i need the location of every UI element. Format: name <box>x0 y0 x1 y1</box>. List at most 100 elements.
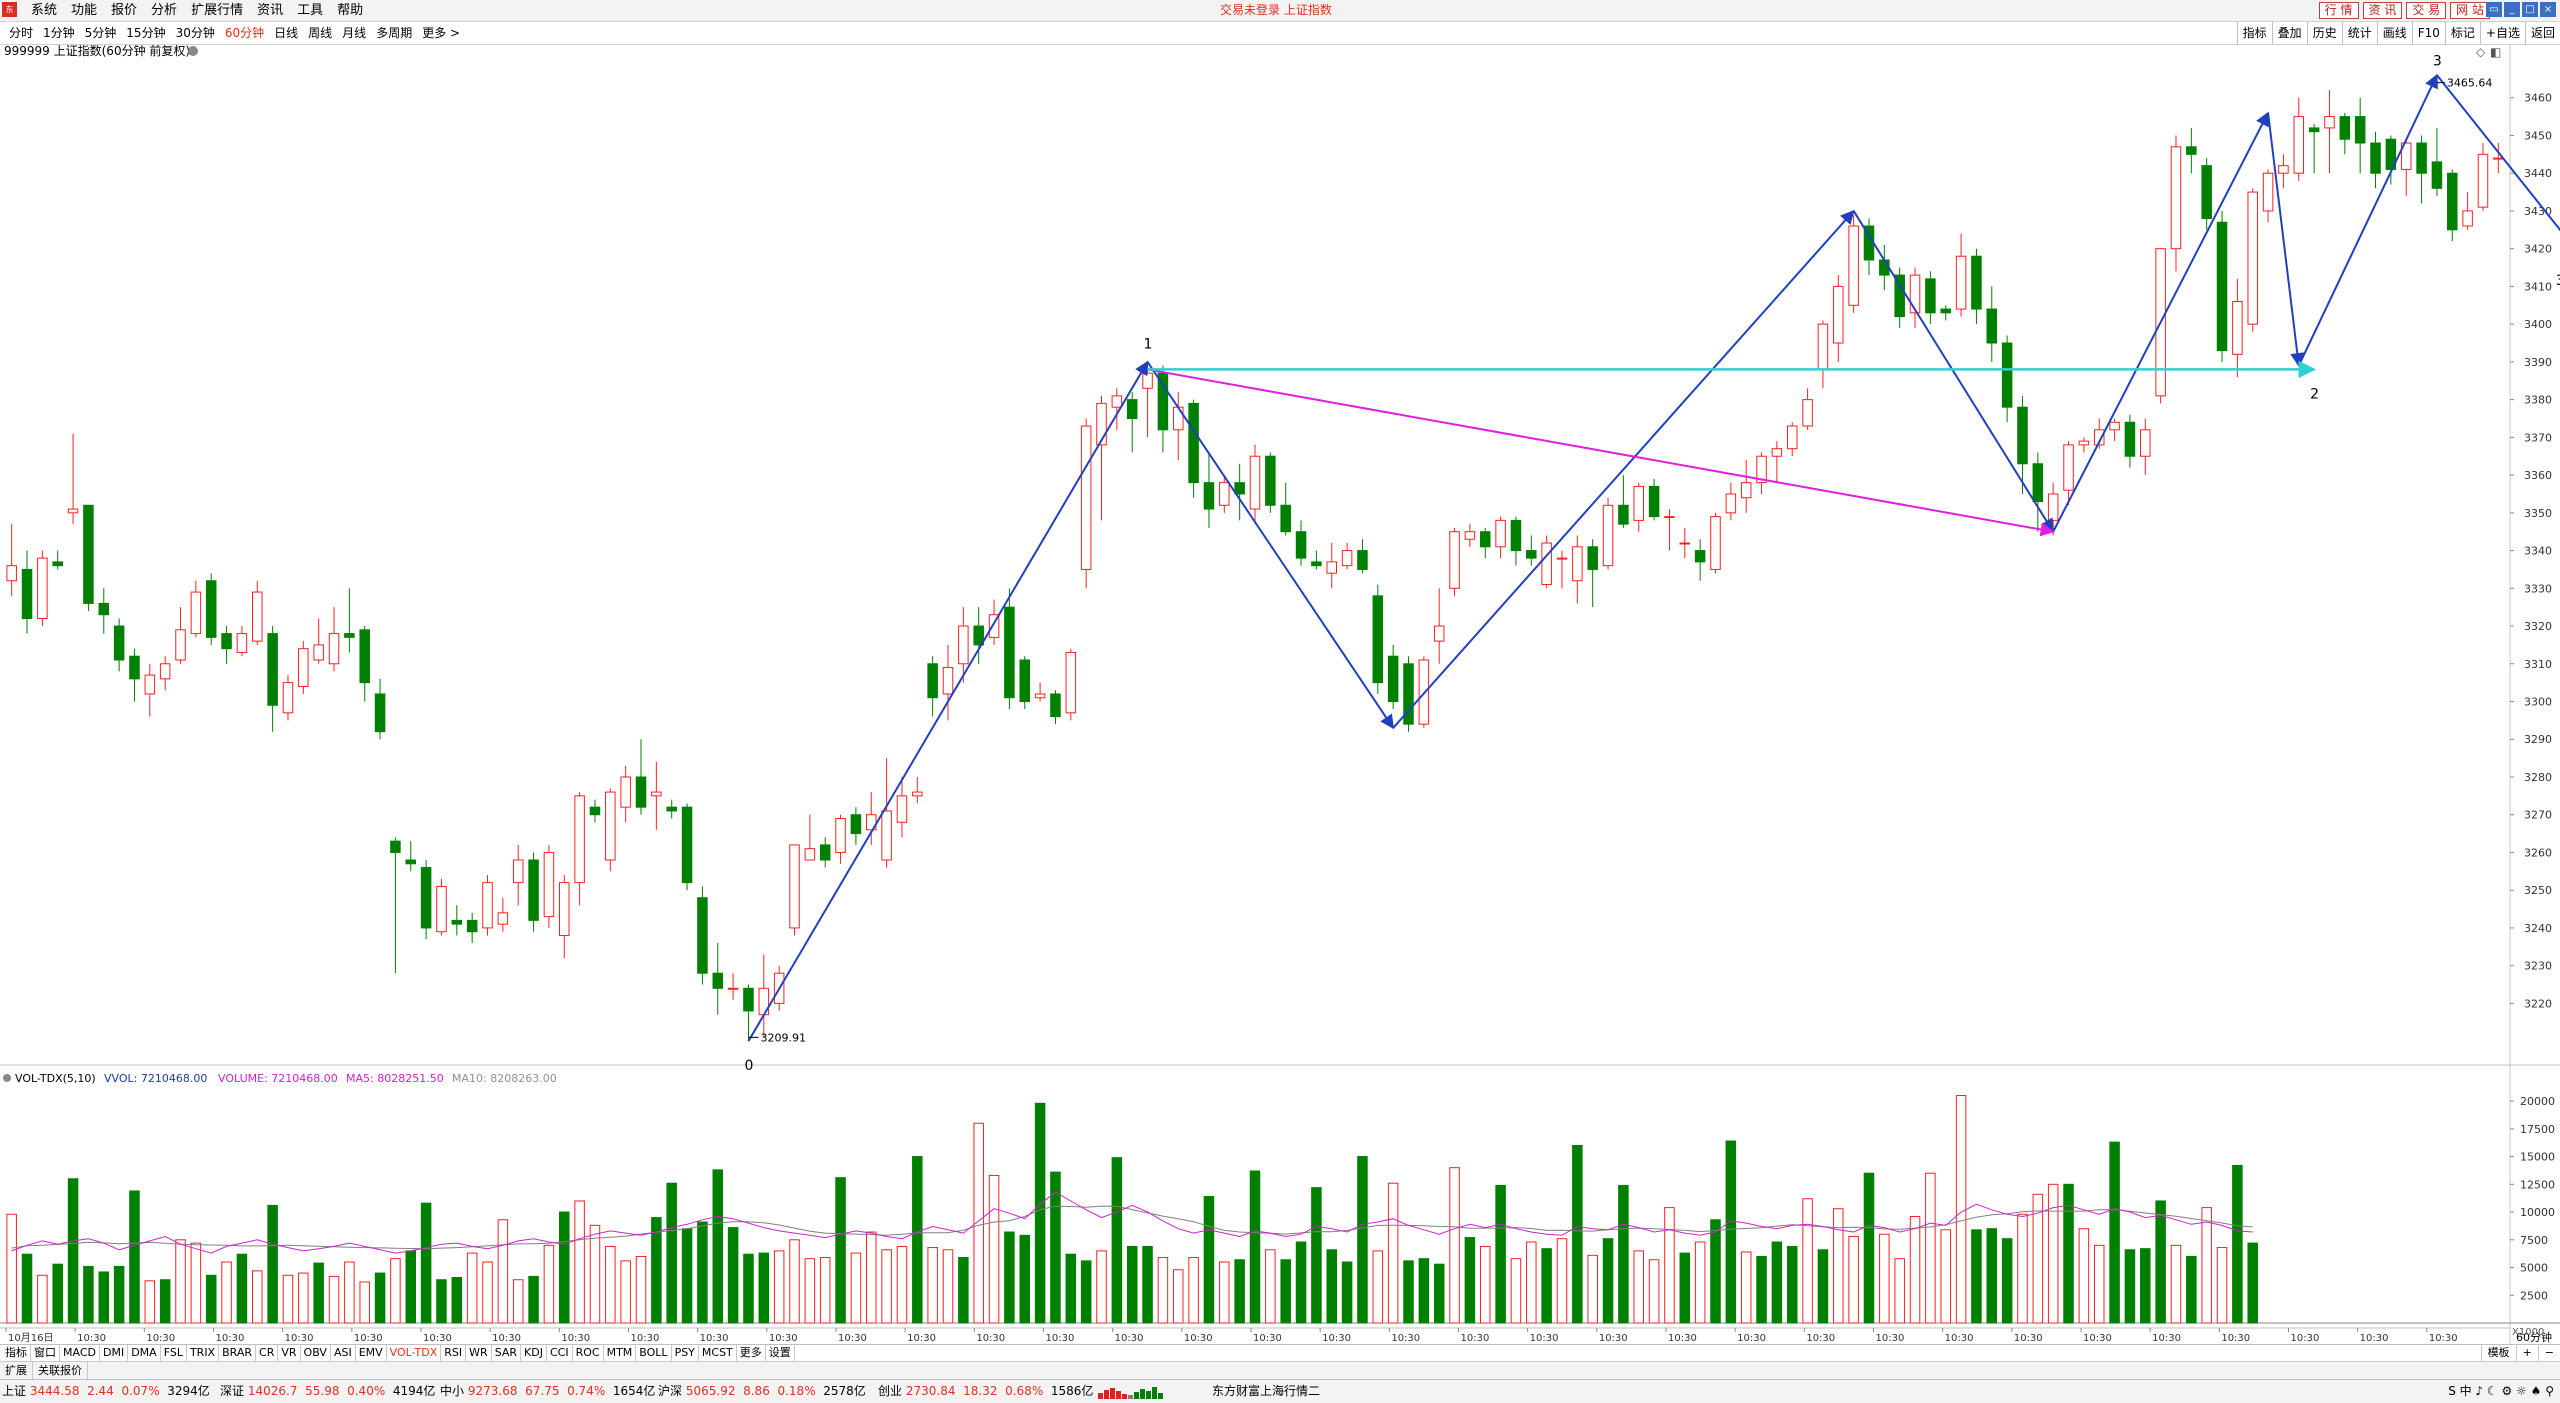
volume-tick-label: 2500 <box>2520 1289 2548 1302</box>
tool-back[interactable]: 返回 <box>2524 22 2560 44</box>
tool-history[interactable]: 历史 <box>2306 22 2342 44</box>
close-icon[interactable]: × <box>2540 2 2556 17</box>
trade-button[interactable]: 交 易 <box>2406 2 2447 19</box>
indicator-tab[interactable]: BRAR <box>219 1345 257 1361</box>
candle-body <box>2078 440 2090 446</box>
menu-tools[interactable]: 工具 <box>297 3 324 18</box>
zoom-out-button[interactable]: − <box>2537 1345 2560 1361</box>
market-button[interactable]: 行 情 <box>2318 2 2359 19</box>
vol-settings-icon[interactable] <box>3 1074 11 1082</box>
diamond-icon[interactable]: ◇ <box>2476 45 2486 59</box>
template-button[interactable]: 模板 <box>2480 1345 2516 1361</box>
tool-f10[interactable]: F10 <box>2411 22 2445 44</box>
quote-cy[interactable]: 创业 2730.84 18.32 0.68% 1586亿 <box>878 1380 1093 1403</box>
menu-extended-quote[interactable]: 扩展行情 <box>191 3 244 18</box>
tab-monthly[interactable]: 月线 <box>342 26 367 40</box>
volume-bar <box>1311 1187 1322 1324</box>
indicator-tab[interactable]: 设置 <box>766 1345 795 1361</box>
candlestick-series <box>6 90 2504 1042</box>
volume-bar <box>942 1249 954 1324</box>
settings-circle-icon[interactable] <box>188 46 198 56</box>
chart-area[interactable]: 999999 上证指数(60分钟 前复权) ◇ ◧ 3220 3230 3240 32… <box>0 43 2560 1350</box>
price-tick-label: 3330 <box>2524 582 2552 595</box>
indicator-tab[interactable]: OBV <box>301 1345 331 1361</box>
tab-15min[interactable]: 15分钟 <box>126 26 166 40</box>
time-tick-label: 10:30 <box>1806 1333 1835 1344</box>
indicator-tab[interactable]: FSL <box>161 1345 187 1361</box>
volume-bar <box>620 1260 631 1324</box>
indicator-tab[interactable]: WR <box>466 1345 492 1361</box>
maximize-icon[interactable]: □ <box>2522 2 2538 17</box>
quote-hs[interactable]: 沪深 5065.92 8.86 0.18% 2578亿 <box>658 1380 866 1403</box>
wave-line <box>2267 112 2305 368</box>
indicator-tab[interactable]: DMI <box>100 1345 129 1361</box>
volume-bar <box>743 1253 754 1324</box>
candle-body <box>666 806 677 812</box>
menu-quote[interactable]: 报价 <box>111 3 138 18</box>
indicator-tab[interactable]: VR <box>278 1345 301 1361</box>
tool-overlay[interactable]: 叠加 <box>2271 22 2307 44</box>
tool-statistics[interactable]: 统计 <box>2341 22 2377 44</box>
indicator-tab[interactable]: TRIX <box>187 1345 220 1361</box>
tool-mark[interactable]: 标记 <box>2444 22 2480 44</box>
indicator-tab[interactable]: KDJ <box>521 1345 547 1361</box>
tab-daily[interactable]: 日线 <box>274 26 299 40</box>
restore-icon[interactable]: ▭ <box>2486 2 2502 17</box>
tab-more[interactable]: 更多 > <box>422 26 461 40</box>
indicator-tab[interactable]: VOL-TDX <box>387 1345 442 1361</box>
tool-add-watchlist[interactable]: +自选 <box>2479 22 2525 44</box>
tool-indicator[interactable]: 指标 <box>2236 22 2272 44</box>
indicator-tab[interactable]: 指标 <box>2 1345 31 1361</box>
indicator-tab[interactable]: RSI <box>441 1345 467 1361</box>
menu-system[interactable]: 系统 <box>31 3 58 18</box>
tab-5min[interactable]: 5分钟 <box>84 26 117 40</box>
tab-weekly[interactable]: 周线 <box>308 26 333 40</box>
indicator-tab[interactable]: 窗口 <box>31 1345 60 1361</box>
candle-body <box>1526 550 1537 559</box>
ext-tab-extension[interactable]: 扩展 <box>0 1362 33 1379</box>
indicator-tab[interactable]: MTM <box>604 1345 637 1361</box>
candle-body <box>1464 531 1476 540</box>
quote-sz[interactable]: 深证 14026.7 55.98 0.40% 4194亿 <box>220 1380 435 1403</box>
menu-analysis[interactable]: 分析 <box>151 3 178 18</box>
panel-toggle-icon[interactable]: ◧ <box>2490 45 2501 59</box>
tray-icons[interactable]: S 中 ♪ ☾ ⚙ ☼ ♠ ⚲ <box>2448 1384 2554 1398</box>
candle-body <box>1510 519 1522 552</box>
indicator-tab[interactable]: CR <box>256 1345 279 1361</box>
market-breadth-icon[interactable] <box>1098 1385 1163 1399</box>
zoom-in-button[interactable]: + <box>2515 1345 2538 1361</box>
news-button[interactable]: 资 讯 <box>2362 2 2403 19</box>
indicator-tab[interactable]: SAR <box>492 1345 522 1361</box>
website-button[interactable]: 网 站 <box>2450 2 2490 19</box>
indicator-tab[interactable]: PSY <box>672 1345 699 1361</box>
tab-timeshare[interactable]: 分时 <box>9 26 34 40</box>
ext-tab-related-quote[interactable]: 关联报价 <box>33 1362 88 1379</box>
indicator-tab[interactable]: MCST <box>699 1345 737 1361</box>
menu-help[interactable]: 帮助 <box>337 3 364 18</box>
indicator-tab[interactable]: DMA <box>128 1345 161 1361</box>
price-tick-label: 3240 <box>2524 922 2552 935</box>
tab-60min[interactable]: 60分钟 <box>224 26 265 40</box>
menu-news[interactable]: 资讯 <box>257 3 284 18</box>
volume-bar <box>282 1274 294 1324</box>
indicator-tab[interactable]: ASI <box>331 1345 356 1361</box>
quote-zx[interactable]: 中小 9273.68 67.75 0.74% 1654亿 <box>440 1380 655 1403</box>
quote-sh[interactable]: 上证 3444.58 2.44 0.07% 3294亿 <box>2 1380 210 1403</box>
indicator-tab[interactable]: 更多 <box>737 1345 766 1361</box>
kline-chart[interactable]: 999999 上证指数(60分钟 前复权) ◇ ◧ 32203230324032… <box>0 43 2560 1345</box>
tab-1min[interactable]: 1分钟 <box>43 26 75 40</box>
indicator-tab[interactable]: MACD <box>60 1345 100 1361</box>
volume-bar <box>52 1263 63 1324</box>
price-tick-label: 3390 <box>2524 356 2552 369</box>
minimize-icon[interactable]: _ <box>2504 2 2520 17</box>
tool-draw-line[interactable]: 画线 <box>2376 22 2412 44</box>
menu-function[interactable]: 功能 <box>71 3 98 18</box>
candle-body <box>2416 142 2427 174</box>
volume-bar <box>1633 1250 1645 1324</box>
indicator-tab[interactable]: ROC <box>573 1345 604 1361</box>
indicator-tab[interactable]: CCI <box>547 1345 573 1361</box>
tab-multi-period[interactable]: 多周期 <box>376 26 413 40</box>
tab-30min[interactable]: 30分钟 <box>175 26 215 40</box>
indicator-tab[interactable]: EMV <box>356 1345 387 1361</box>
indicator-tab[interactable]: BOLL <box>636 1345 672 1361</box>
